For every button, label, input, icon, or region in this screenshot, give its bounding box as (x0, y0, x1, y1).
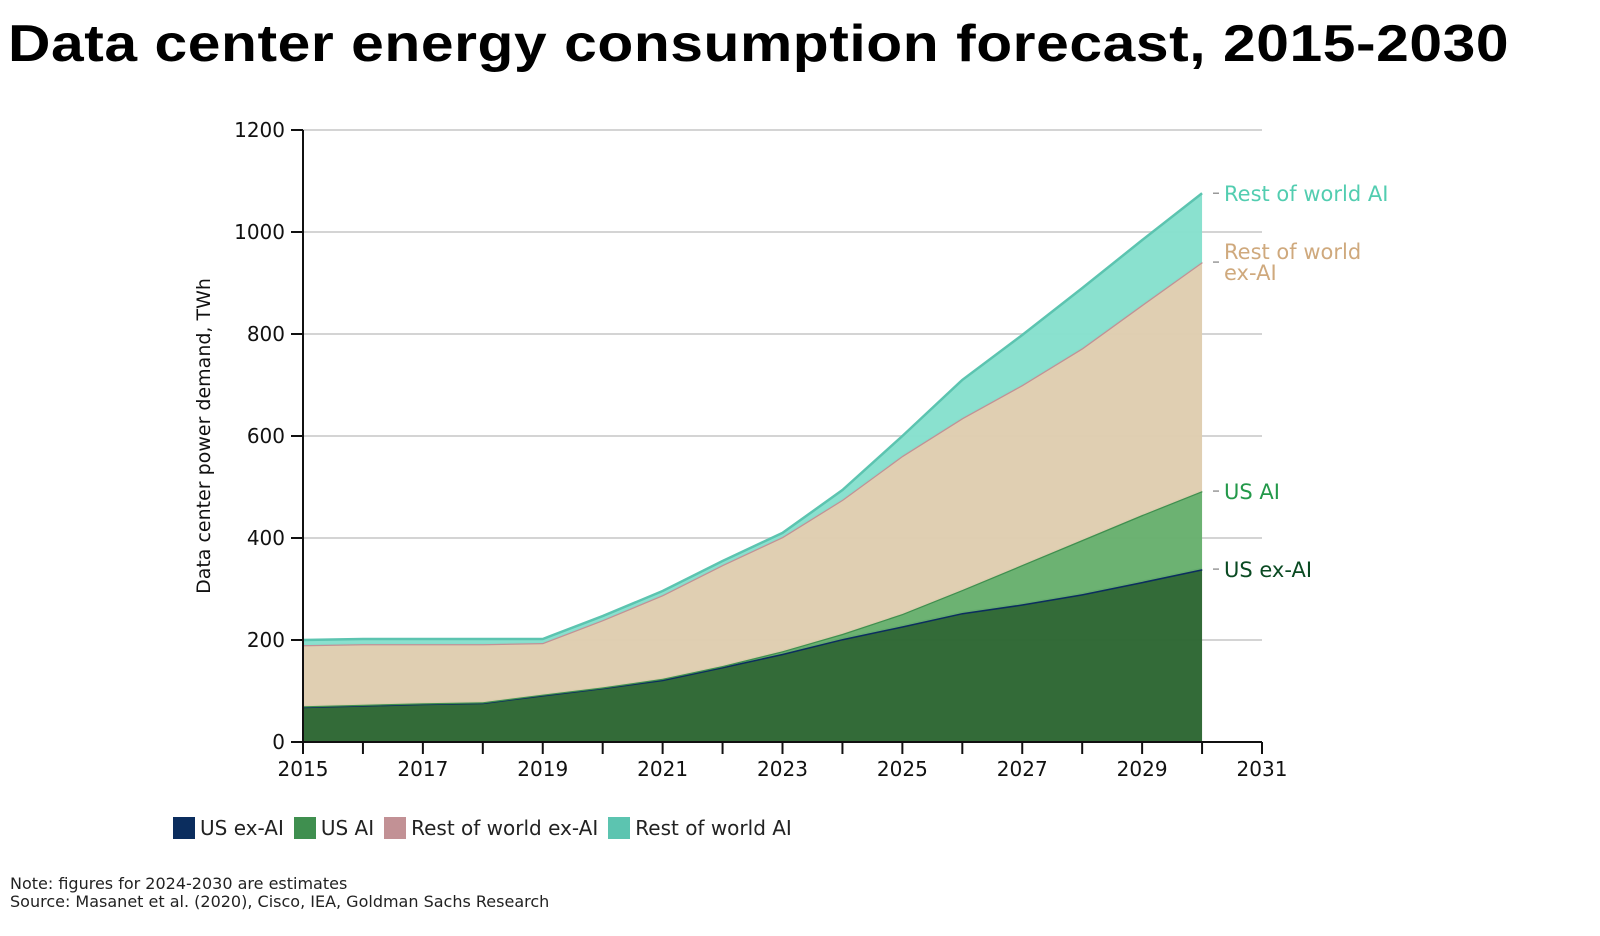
legend-swatch (608, 817, 631, 839)
y-tick-label: 800 (247, 322, 285, 346)
end-label-2: Rest of world ex-AI (1224, 240, 1361, 285)
legend-item-row-ex-ai: Rest of world ex-AI (384, 816, 598, 840)
area-rest-of-world-ex-ai (303, 262, 1203, 707)
note-text: Note: figures for 2024-2030 are estimate… (10, 874, 348, 893)
footnotes: Note: figures for 2024-2030 are estimate… (10, 875, 549, 911)
end-label-0: US ex-AI (1224, 558, 1312, 582)
end-label-1: US AI (1224, 480, 1280, 504)
x-tick-label: 2029 (1117, 757, 1168, 781)
line-rest-of-world-ai (302, 192, 1203, 642)
legend-item-us-ai: US AI (293, 816, 375, 840)
x-tick-label: 2019 (517, 757, 568, 781)
x-tick-label: 2025 (877, 757, 928, 781)
y-tick-label: 0 (272, 730, 285, 754)
y-tick-label: 1200 (234, 118, 285, 142)
source-text: Source: Masanet et al. (2020), Cisco, IE… (10, 892, 550, 911)
area-us-ex-ai (303, 569, 1203, 742)
x-tick-label: 2031 (1237, 757, 1288, 781)
legend-label: Rest of world AI (635, 816, 792, 840)
chart-title: Data center energy consumption forecast,… (8, 15, 1510, 73)
x-tick-label: 2023 (757, 757, 808, 781)
legend-label: Rest of world ex-AI (411, 816, 599, 840)
x-tick-label: 2021 (637, 757, 688, 781)
x-tick-label: 2015 (278, 757, 329, 781)
legend: US ex-AI US AI Rest of world ex-AI Rest … (173, 816, 792, 840)
end-label-3: Rest of world AI (1224, 182, 1388, 206)
legend-swatch (384, 817, 407, 839)
y-axis-label: Data center power demand, TWh (193, 278, 215, 594)
y-tick-label: 600 (247, 424, 285, 448)
legend-label: US ex-AI (200, 816, 284, 840)
x-tick-label: 2027 (997, 757, 1048, 781)
y-tick-label: 1000 (234, 220, 285, 244)
x-tick-label: 2017 (397, 757, 448, 781)
legend-swatch (173, 817, 195, 839)
area-us-ai (303, 491, 1203, 707)
legend-swatch (293, 817, 316, 839)
legend-item-us-ex-ai: US ex-AI (173, 816, 284, 840)
legend-label: US AI (320, 816, 375, 840)
y-tick-label: 400 (247, 526, 285, 550)
legend-item-row-ai: Rest of world AI (608, 816, 792, 840)
y-tick-label: 200 (247, 628, 285, 652)
